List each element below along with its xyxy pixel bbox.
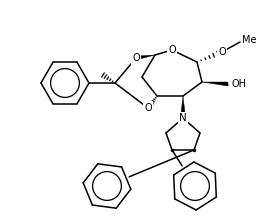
Polygon shape	[136, 55, 155, 60]
Text: Me: Me	[242, 35, 257, 45]
Text: OH: OH	[231, 79, 246, 89]
Text: O: O	[218, 47, 226, 57]
Text: N: N	[179, 113, 187, 123]
Text: O: O	[132, 53, 140, 63]
Polygon shape	[181, 96, 185, 113]
Text: O: O	[144, 103, 152, 113]
Polygon shape	[202, 82, 228, 86]
Text: O: O	[168, 45, 176, 55]
